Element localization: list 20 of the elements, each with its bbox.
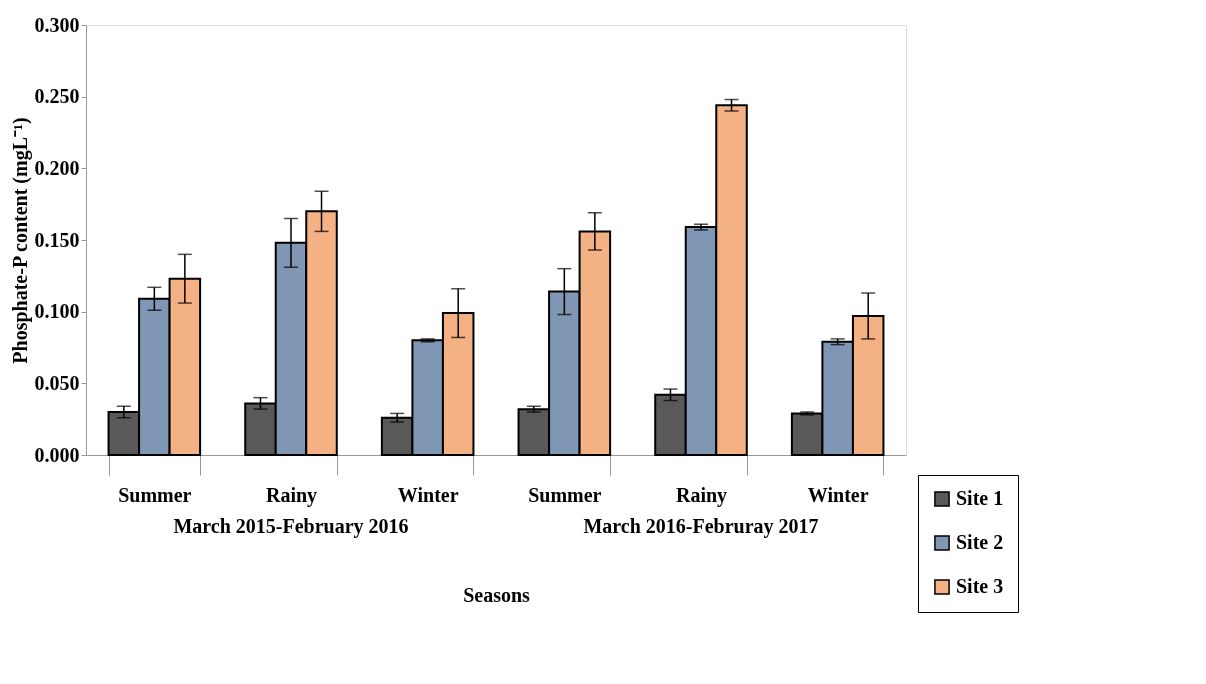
x-tick-label: Winter: [807, 483, 869, 506]
x-tick-label: Summer: [528, 483, 602, 506]
text: March 2015-February 2016: [173, 515, 409, 538]
legend-label: Site 3: [956, 575, 1004, 597]
y-tick-label: 0.100: [34, 300, 80, 323]
y-tick-label: 0.200: [34, 156, 80, 179]
y-tick-label: 0.250: [34, 85, 80, 108]
x-tick-label: Winter: [397, 483, 459, 506]
x-tick-label: Rainy: [265, 483, 318, 507]
x-tick-label: Rainy: [675, 483, 728, 507]
y-tick-label: 0.050: [34, 371, 80, 394]
y-tick-label: 0.150: [34, 228, 80, 251]
x-axis-title: Seasons: [463, 583, 531, 606]
legend-label: Site 2: [956, 531, 1004, 553]
text: March 2016-Februray 2017: [583, 515, 819, 538]
y-tick-label: 0.300: [34, 13, 80, 36]
x-tick-label: Summer: [118, 483, 192, 506]
y-tick-label: 0.000: [34, 443, 80, 466]
y-axis-title: Phosphate-P content (mgL⁻¹): [8, 117, 32, 364]
legend-label: Site 1: [956, 487, 1004, 509]
